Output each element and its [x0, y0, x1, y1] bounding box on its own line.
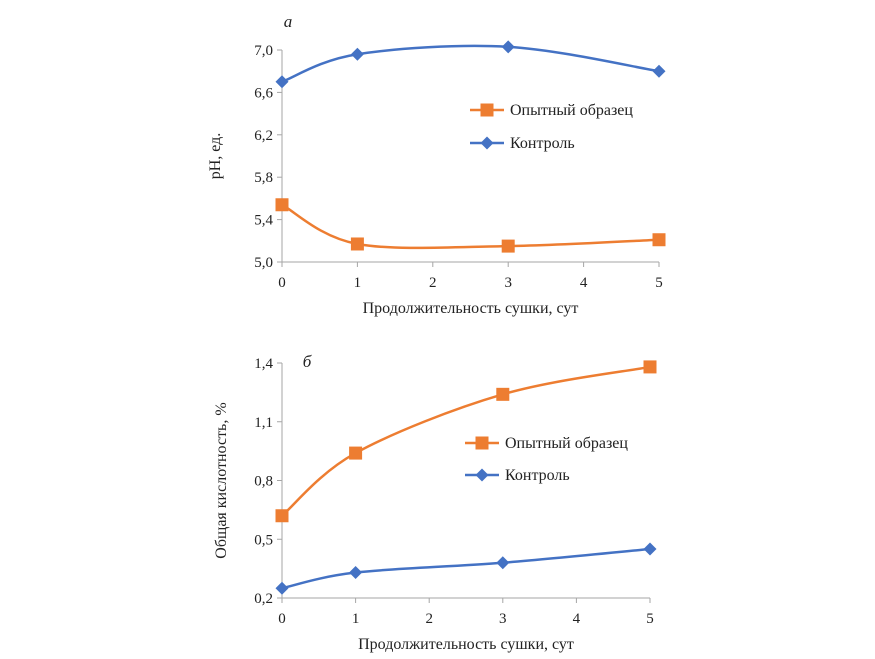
data-point-experimental — [275, 509, 289, 523]
data-point-control — [643, 542, 657, 556]
data-point-experimental — [350, 237, 364, 251]
x-tick-label: 2 — [425, 611, 433, 627]
y-tick-label: 6,2 — [254, 128, 273, 144]
x-tick-label: 0 — [278, 611, 286, 627]
x-tick-label: 5 — [655, 275, 663, 291]
legend-marker — [475, 468, 489, 482]
x-tick-label: 5 — [646, 611, 654, 627]
x-tick-label: 4 — [580, 275, 588, 291]
data-point-control — [349, 566, 363, 580]
y-tick-label: 1,1 — [254, 415, 273, 431]
y-tick-label: 0,5 — [254, 532, 273, 548]
data-point-experimental — [275, 198, 289, 212]
series-line-experimental — [281, 203, 660, 250]
data-point-control — [652, 64, 666, 78]
y-tick-label: 5,4 — [254, 213, 273, 229]
y-tick-label: 7,0 — [254, 43, 273, 59]
data-point-experimental — [496, 387, 510, 401]
data-point-control — [350, 47, 364, 61]
x-tick-label: 3 — [499, 611, 507, 627]
x-tick-label: 0 — [278, 275, 286, 291]
chart-panel-b: 0,2 0,5 0,8 1,1 1,4 0 1 2 3 4 5 Продолжительность с… — [213, 352, 657, 653]
y-tick-label: 5,0 — [254, 255, 273, 271]
legend-marker — [475, 436, 489, 450]
legend-label: Опытный образец — [510, 102, 633, 119]
data-point-control — [275, 581, 289, 595]
data-point-control — [496, 556, 510, 570]
x-tick-label: 1 — [352, 611, 360, 627]
chart-panel-a: 5,0 5,4 5,8 6,2 6,6 7,0 0 1 2 3 4 5 Продолжительност… — [207, 12, 666, 317]
y-tick-label: 6,6 — [254, 85, 273, 101]
y-tick-label: 0,8 — [254, 474, 273, 490]
x-tick-label: 3 — [504, 275, 512, 291]
series-line-control — [281, 44, 660, 83]
y-axis-title: pH, ед. — [207, 133, 224, 180]
legend-label: Контроль — [505, 467, 570, 484]
data-point-experimental — [652, 233, 666, 247]
y-tick-label: 0,2 — [254, 591, 273, 607]
series-line-experimental — [281, 365, 651, 517]
legend-marker — [480, 136, 494, 150]
data-point-control — [501, 40, 515, 54]
x-axis-title: Продолжительность сушки, сут — [358, 636, 574, 653]
x-axis-title: Продолжительность сушки, сут — [363, 300, 579, 317]
x-tick-label: 4 — [573, 611, 581, 627]
y-tick-label: 5,8 — [254, 170, 273, 186]
panel-letter: б — [303, 352, 312, 371]
data-point-control — [275, 75, 289, 89]
legend-label: Контроль — [510, 135, 575, 152]
x-tick-label: 2 — [429, 275, 437, 291]
y-tick-label: 1,4 — [254, 356, 273, 372]
legend-label: Опытный образец — [505, 435, 628, 452]
data-point-experimental — [349, 446, 363, 460]
x-tick-label: 1 — [354, 275, 362, 291]
panel-letter: а — [284, 12, 293, 31]
series-line-control — [281, 547, 651, 590]
y-axis-title: Общая кислотность, % — [213, 402, 230, 558]
data-point-experimental — [643, 360, 657, 374]
legend-marker — [480, 103, 494, 117]
data-point-experimental — [501, 239, 515, 253]
